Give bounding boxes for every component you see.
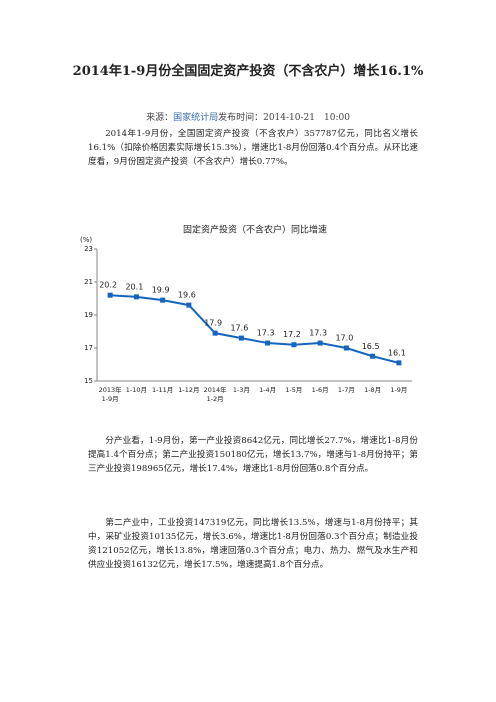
- marker: [160, 297, 166, 303]
- x-tick-label: 1-5月: [285, 386, 303, 394]
- data-label: 17.3: [257, 329, 275, 338]
- time-label: 发布时间：: [218, 113, 264, 123]
- marker: [238, 335, 244, 341]
- y-tick-label: 15: [84, 377, 93, 385]
- marker: [265, 340, 271, 346]
- y-tick-label: 19: [84, 311, 93, 319]
- data-label: 17.9: [204, 319, 222, 328]
- y-tick-label: 23: [84, 245, 93, 253]
- data-label: 17.0: [335, 334, 353, 343]
- marker: [107, 292, 113, 298]
- x-tick-label: 1-8月: [364, 386, 382, 394]
- x-tick-label: 1-4月: [259, 386, 277, 394]
- x-tick-label: 2014年 1-2月: [203, 386, 227, 403]
- x-tick-label: 1-7月: [337, 386, 355, 394]
- x-tick-label: 1-6月: [311, 386, 329, 394]
- marker: [212, 330, 218, 336]
- x-tick-label: 1-10月: [125, 386, 147, 394]
- x-tick-label: 1-12月: [178, 386, 200, 394]
- data-label: 17.6: [230, 324, 248, 333]
- x-tick-label: 1-11月: [151, 386, 174, 394]
- paragraph: 第二产业中，工业投资147319亿元，同比增长13.5%，增速与1-8月份持平；…: [88, 518, 418, 570]
- paragraph: 分产业看，1-9月份，第一产业投资8642亿元，同比增长27.7%，增速比1-8…: [88, 436, 418, 474]
- y-tick-label: 21: [84, 278, 93, 286]
- y-axis-label: (%): [80, 236, 92, 244]
- x-tick-label: 2013年 1-9月: [98, 386, 122, 403]
- chart-title: 固定资产投资（不含农户）同比增速: [183, 224, 327, 236]
- marker: [133, 294, 139, 300]
- paragraph: 2014年1-9月份，全国固定资产投资（不含农户）357787亿元，同比名义增长…: [88, 129, 418, 167]
- title: 2014年1-9月份全国固定资产投资（不含农户）增长16.1%: [72, 64, 424, 79]
- source-line: 来源：国家统计局发布时间：2014-10-21 10:00: [0, 110, 496, 123]
- source-link[interactable]: 国家统计局: [173, 113, 219, 123]
- data-label: 17.3: [309, 329, 327, 338]
- data-label: 19.6: [178, 291, 196, 300]
- marker: [396, 360, 402, 366]
- marker: [291, 342, 297, 348]
- y-tick-label: 17: [84, 344, 93, 352]
- marker: [343, 345, 349, 351]
- time: 2014-10-21 10:00: [263, 113, 350, 123]
- marker: [186, 302, 192, 308]
- data-label: 17.2: [283, 330, 301, 339]
- x-tick-label: 1-9月: [390, 386, 408, 394]
- data-label: 20.2: [99, 281, 117, 290]
- data-label: 20.1: [125, 282, 143, 291]
- marker: [370, 353, 376, 359]
- data-label: 16.1: [388, 348, 406, 357]
- source-label: 来源：: [146, 113, 174, 123]
- data-label: 19.9: [152, 286, 170, 295]
- line: [110, 294, 400, 364]
- data-label: 16.5: [362, 342, 380, 351]
- x-tick-label: 1-3月: [232, 386, 250, 394]
- marker: [317, 340, 323, 346]
